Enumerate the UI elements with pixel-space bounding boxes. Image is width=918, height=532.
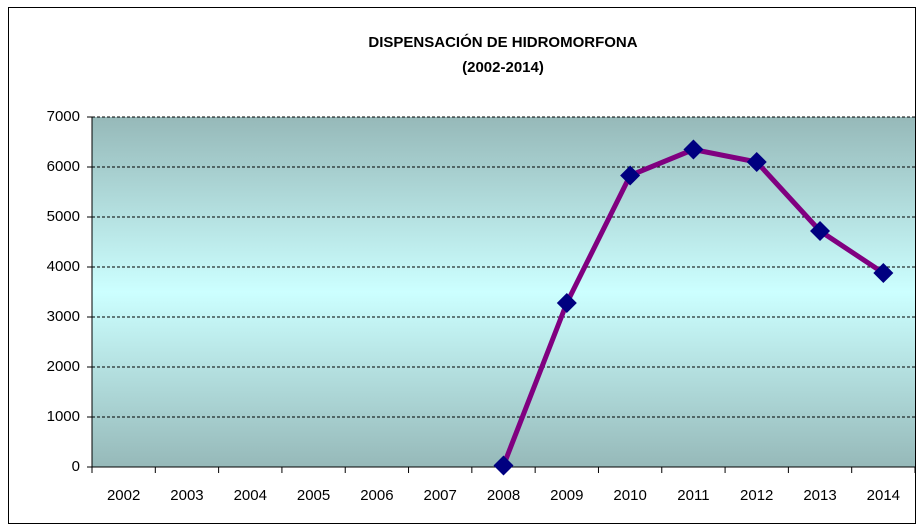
x-tick-label: 2006 bbox=[360, 487, 393, 504]
x-tick-label: 2002 bbox=[107, 487, 140, 504]
x-tick-label: 2007 bbox=[424, 487, 457, 504]
data-marker bbox=[810, 221, 831, 241]
x-tick-label: 2013 bbox=[803, 487, 836, 504]
y-tick-label: 0 bbox=[72, 458, 80, 475]
x-tick-label: 2008 bbox=[487, 487, 520, 504]
data-marker bbox=[556, 293, 577, 313]
x-tick-label: 2010 bbox=[613, 487, 646, 504]
data-marker bbox=[873, 263, 894, 283]
plot-area bbox=[92, 117, 915, 467]
data-marker bbox=[493, 455, 514, 476]
y-tick-label: 4000 bbox=[47, 258, 80, 275]
x-tick-label: 2014 bbox=[867, 487, 900, 504]
data-marker bbox=[746, 152, 767, 172]
y-tick-label: 5000 bbox=[47, 208, 80, 225]
y-tick-label: 1000 bbox=[47, 408, 80, 425]
x-tick-label: 2003 bbox=[170, 487, 203, 504]
chart-title: DISPENSACIÓN DE HIDROMORFONA bbox=[368, 33, 637, 51]
chart-subtitle: (2002-2014) bbox=[462, 59, 544, 76]
x-tick-label: 2004 bbox=[234, 487, 267, 504]
y-tick-label: 6000 bbox=[47, 158, 80, 175]
x-tick-label: 2012 bbox=[740, 487, 773, 504]
y-tick-label: 7000 bbox=[47, 108, 80, 125]
data-marker bbox=[683, 139, 704, 160]
x-tick-label: 2005 bbox=[297, 487, 330, 504]
x-tick-label: 2009 bbox=[550, 487, 583, 504]
y-tick-label: 3000 bbox=[47, 308, 80, 325]
data-marker bbox=[620, 165, 641, 186]
y-tick-label: 2000 bbox=[47, 358, 80, 375]
x-tick-label: 2011 bbox=[677, 487, 709, 504]
